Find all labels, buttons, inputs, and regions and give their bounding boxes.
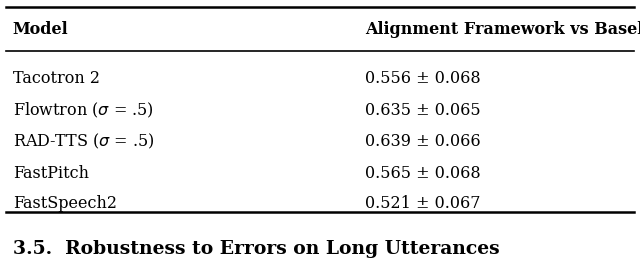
Text: Model: Model xyxy=(13,20,68,38)
Text: Alignment Framework vs Baseline: Alignment Framework vs Baseline xyxy=(365,20,640,38)
Text: Flowtron ($\sigma$ = .5): Flowtron ($\sigma$ = .5) xyxy=(13,101,154,120)
Text: Tacotron 2: Tacotron 2 xyxy=(13,70,100,88)
Text: 0.639 ± 0.066: 0.639 ± 0.066 xyxy=(365,133,481,150)
Text: 0.635 ± 0.065: 0.635 ± 0.065 xyxy=(365,102,481,119)
Text: 0.565 ± 0.068: 0.565 ± 0.068 xyxy=(365,165,481,182)
Text: FastPitch: FastPitch xyxy=(13,165,89,182)
Text: 3.5.  Robustness to Errors on Long Utterances: 3.5. Robustness to Errors on Long Uttera… xyxy=(13,240,499,258)
Text: 0.521 ± 0.067: 0.521 ± 0.067 xyxy=(365,195,480,212)
Text: FastSpeech2: FastSpeech2 xyxy=(13,195,116,212)
Text: RAD-TTS ($\sigma$ = .5): RAD-TTS ($\sigma$ = .5) xyxy=(13,132,154,151)
Text: 0.556 ± 0.068: 0.556 ± 0.068 xyxy=(365,70,481,88)
